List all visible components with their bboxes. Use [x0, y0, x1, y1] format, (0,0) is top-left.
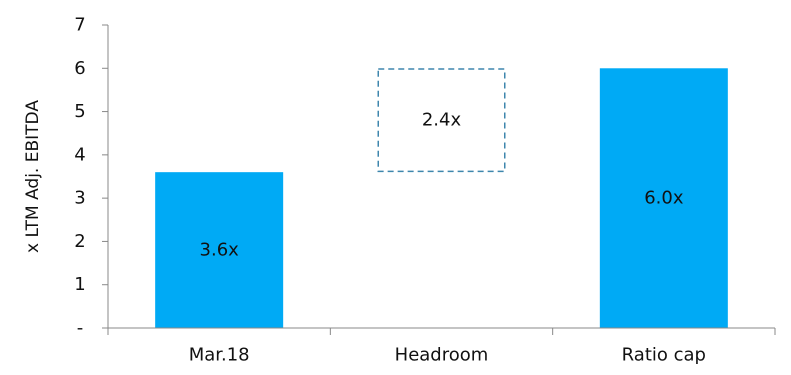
- data-label: 3.6x: [200, 240, 240, 261]
- y-axis-ticks: - 1 2 3 4 5 6 7: [74, 15, 108, 339]
- bars-group: 3.6x 2.4x 6.0x: [155, 68, 728, 329]
- y-tick-label: 5: [74, 101, 85, 122]
- data-label: 2.4x: [422, 110, 462, 131]
- y-tick-label: -: [77, 318, 84, 339]
- bar-headroom: [377, 68, 506, 173]
- bar-mar-18: [155, 172, 284, 328]
- x-category-label: Mar.18: [189, 345, 250, 366]
- data-label: 6.0x: [644, 188, 684, 209]
- y-axis-title: x LTM Adj. EBITDA: [23, 100, 43, 253]
- x-category-label: Headroom: [395, 345, 489, 366]
- y-tick-label: 4: [74, 144, 85, 165]
- y-tick-label: 2: [74, 231, 85, 252]
- y-tick-label: 1: [74, 274, 85, 295]
- x-axis-ticks: Mar.18 Headroom Ratio cap: [107, 328, 776, 366]
- bar-ratio-cap: [599, 68, 728, 329]
- y-tick-label: 3: [74, 188, 85, 209]
- y-tick-label: 6: [74, 58, 85, 79]
- x-category-label: Ratio cap: [622, 345, 706, 366]
- y-tick-label: 7: [74, 15, 85, 36]
